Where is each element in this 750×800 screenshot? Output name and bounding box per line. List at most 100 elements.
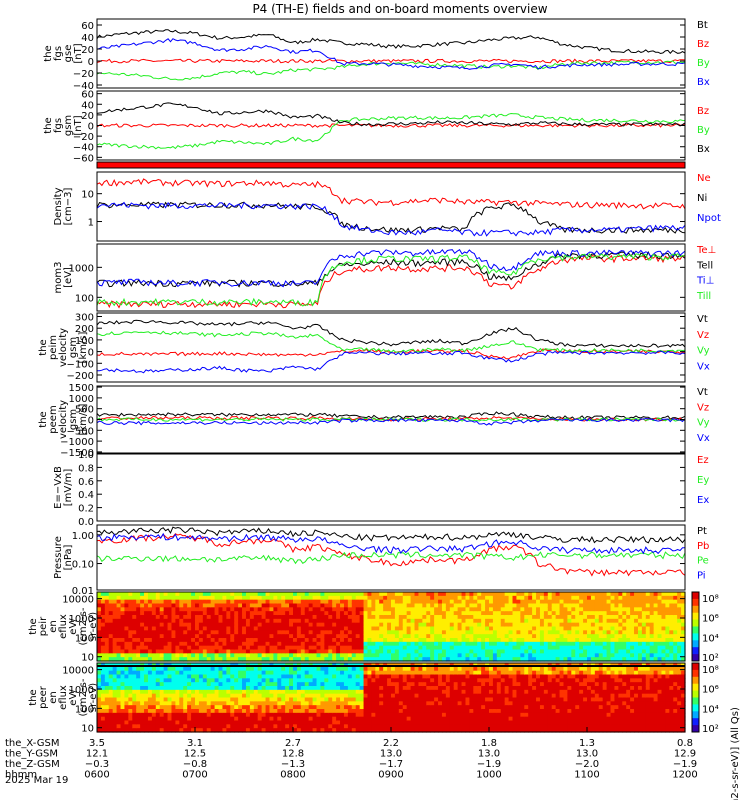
y-tick-label: −1000 — [60, 437, 94, 448]
spectrogram-cell — [242, 720, 247, 725]
spectrogram-cell — [422, 693, 427, 699]
spectrogram-cell — [414, 682, 420, 687]
spectrogram-cell — [441, 682, 447, 687]
spectrogram-cell — [457, 595, 463, 601]
spectrogram-cell — [539, 638, 545, 643]
spectrogram-cell — [238, 599, 243, 605]
spectrogram-cell — [304, 653, 310, 658]
spectrogram-cell — [108, 728, 114, 733]
spectrogram-cell — [441, 705, 447, 710]
spectrogram-cell — [124, 716, 129, 722]
spectrogram-cell — [112, 649, 118, 654]
spectrogram-cell — [383, 603, 388, 608]
spectrogram-cell — [328, 693, 333, 699]
spectrogram-cell — [144, 716, 149, 722]
spectrogram-cell — [383, 728, 388, 733]
spectrogram-cell — [187, 634, 192, 639]
spectrogram-cell — [355, 626, 361, 631]
spectrogram-cell — [293, 709, 298, 714]
spectrogram-cell — [575, 611, 580, 616]
spectrogram-cell — [269, 716, 274, 722]
spectrogram-cell — [300, 701, 306, 706]
spectrogram-cell — [481, 645, 486, 651]
spectrogram-cell — [477, 634, 482, 639]
spectrogram-cell — [175, 615, 180, 620]
spectrogram-cell — [473, 630, 478, 635]
spectrogram-cell — [598, 649, 604, 654]
spectrogram-cell — [524, 630, 529, 635]
spectrogram-cell — [363, 615, 369, 620]
spectrogram-cell — [543, 595, 549, 601]
spectrogram-cell — [438, 682, 443, 687]
spectrogram-cell — [265, 716, 271, 722]
spectrogram-cell — [355, 670, 361, 676]
spectrogram-cell — [144, 649, 149, 654]
spectrogram-cell — [159, 697, 165, 702]
spectrogram-cell — [308, 678, 314, 683]
spectrogram-cell — [234, 697, 239, 702]
spectrogram-cell — [622, 645, 627, 651]
spectrogram-cell — [128, 645, 133, 651]
spectrogram-cell — [104, 599, 110, 605]
spectrogram-cell — [285, 666, 290, 672]
spectrogram-cell — [195, 686, 200, 691]
spectrogram-cell — [402, 678, 408, 683]
spectrogram-cell — [269, 592, 274, 597]
spectrogram-cell — [547, 592, 553, 597]
spectrogram-cell — [343, 622, 349, 628]
spectrogram-cell — [547, 689, 553, 695]
spectrogram-cell — [206, 638, 212, 643]
spectrogram-cell — [355, 686, 361, 691]
spectrogram-cell — [614, 634, 619, 639]
spectrogram-cell — [492, 689, 498, 695]
spectrogram-cell — [536, 638, 541, 643]
spectrogram-cell — [171, 634, 176, 639]
spectrogram-cell — [355, 701, 361, 706]
spectrogram-cell — [539, 599, 545, 605]
spectrogram-cell — [438, 693, 443, 699]
spectrogram-cell — [97, 607, 102, 612]
spectrogram-cell — [351, 634, 357, 639]
spectrogram-cell — [508, 728, 514, 733]
spectrogram-cell — [579, 592, 584, 597]
spectrogram-cell — [210, 728, 216, 733]
spectrogram-cell — [441, 689, 447, 695]
y-tick-label: 0.4 — [78, 490, 94, 501]
spectrogram-cell — [681, 595, 686, 601]
spectrogram-cell — [112, 603, 118, 608]
spectrogram-cell — [336, 603, 341, 608]
spectrogram-cell — [289, 701, 294, 706]
spectrogram-cell — [539, 595, 545, 601]
spectrogram-cell — [661, 615, 666, 620]
spectrogram-cell — [100, 649, 106, 654]
spectrogram-cell — [136, 607, 141, 612]
spectrogram-cell — [649, 607, 655, 612]
spectrogram-cell — [367, 592, 372, 597]
spectrogram-cell — [120, 599, 126, 605]
spectrogram-cell — [304, 674, 310, 679]
spectrogram-cell — [453, 709, 459, 714]
spectrogram-cell — [202, 626, 208, 631]
spectrogram-cell — [328, 634, 333, 639]
spectrogram-cell — [473, 670, 478, 676]
spectrogram-cell — [618, 599, 623, 605]
spectrogram-cell — [465, 689, 470, 695]
spectrogram-cell — [328, 645, 333, 651]
spectrogram-cell — [359, 649, 365, 654]
spectrogram-cell — [104, 674, 110, 679]
spectrogram-cell — [618, 634, 623, 639]
spectrogram-cell — [543, 649, 549, 654]
spectrogram-cell — [594, 622, 600, 628]
spectrogram-cell — [489, 682, 494, 687]
spectrogram-cell — [147, 674, 153, 679]
spectrogram-cell — [320, 666, 325, 672]
spectrogram-cell — [379, 611, 384, 616]
spectrogram-cell — [539, 618, 545, 624]
spectrogram-cell — [579, 653, 584, 658]
spectrogram-cell — [449, 716, 455, 722]
spectrogram-cell — [265, 689, 271, 695]
spectrogram-cell — [312, 611, 318, 616]
spectrogram-cell — [257, 686, 263, 691]
spectrogram-cell — [379, 634, 384, 639]
spectrogram-cell — [669, 645, 674, 651]
